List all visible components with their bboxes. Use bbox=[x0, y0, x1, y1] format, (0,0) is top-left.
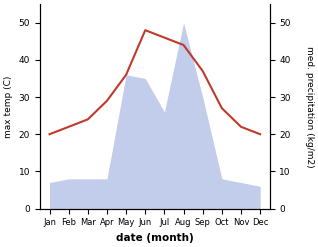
Y-axis label: max temp (C): max temp (C) bbox=[4, 75, 13, 138]
Y-axis label: med. precipitation (kg/m2): med. precipitation (kg/m2) bbox=[305, 45, 314, 167]
X-axis label: date (month): date (month) bbox=[116, 233, 194, 243]
